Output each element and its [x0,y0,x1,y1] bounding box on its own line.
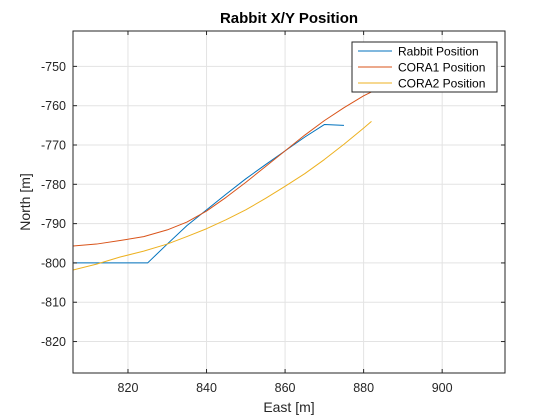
x-tick-label: 820 [118,381,139,395]
y-tick-label: -820 [41,335,66,349]
x-tick-label: 900 [432,381,453,395]
series-layer [73,91,372,271]
y-tick-label: -760 [41,99,66,113]
y-tick-label: -810 [41,296,66,310]
series-line-cora1-position [73,91,372,247]
x-tick-label: 840 [196,381,217,395]
y-tick-label: -750 [41,60,66,74]
ticks: 820 840 860 880 900 -750 -760 -770 -780 -790 -800 -… [41,31,505,395]
x-axis-label: East [m] [263,399,314,415]
legend-label: Rabbit Position [398,45,479,59]
chart-title: Rabbit X/Y Position [220,10,358,27]
y-tick-label: -780 [41,178,66,192]
series-line-cora2-position [73,121,372,271]
legend-label: CORA1 Position [398,61,485,75]
plot-frame [72,30,506,374]
series-line-rabbit-position [73,124,344,264]
series-group [73,91,372,271]
x-tick-label: 880 [353,381,374,395]
legend: Rabbit Position CORA1 Position CORA2 Posit… [351,41,498,93]
y-tick-label: -790 [41,217,66,231]
y-axis-label: North [m] [17,173,33,231]
y-tick-label: -770 [41,139,66,153]
y-tick-label: -800 [41,256,66,270]
legend-label: CORA2 Position [398,77,485,91]
x-tick-label: 860 [275,381,296,395]
